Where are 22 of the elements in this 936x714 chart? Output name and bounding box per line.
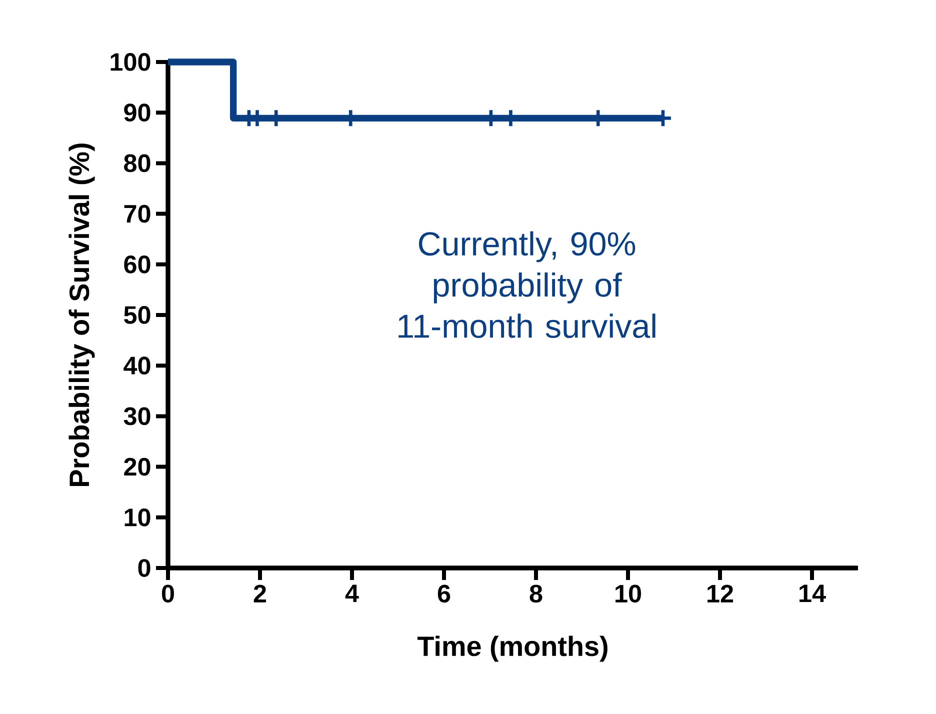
- y-tick-label: 80: [124, 154, 150, 172]
- y-tick-label: 60: [124, 255, 150, 274]
- x-tick-label: 14: [800, 584, 826, 602]
- x-tick-label: 6: [438, 584, 450, 603]
- annotation: Currently, 90% probability of 11-month survival: [398, 231, 656, 338]
- y-tick-label: 90: [124, 104, 150, 122]
- x-axis-title: Time (months): [417, 636, 608, 662]
- y-axis-title: Probability of Survival (%): [68, 144, 95, 486]
- y-tick-label: 20: [124, 458, 150, 476]
- y-tick-label: 0: [138, 559, 150, 577]
- x-tick-label: 10: [616, 584, 641, 603]
- x-tick-label: 2: [254, 584, 266, 602]
- y-tick-label: 30: [124, 407, 150, 426]
- x-tick-label: 8: [530, 584, 542, 603]
- x-tick-label: 12: [708, 584, 734, 602]
- y-tick-label: 100: [110, 53, 150, 71]
- y-tick-label: 40: [124, 356, 150, 375]
- y-tick-label: 50: [124, 306, 150, 324]
- x-tick-label: 0: [162, 584, 174, 603]
- y-tick-label: 10: [124, 508, 150, 526]
- x-tick-label: 4: [345, 584, 359, 602]
- y-tick-label: 70: [124, 204, 150, 223]
